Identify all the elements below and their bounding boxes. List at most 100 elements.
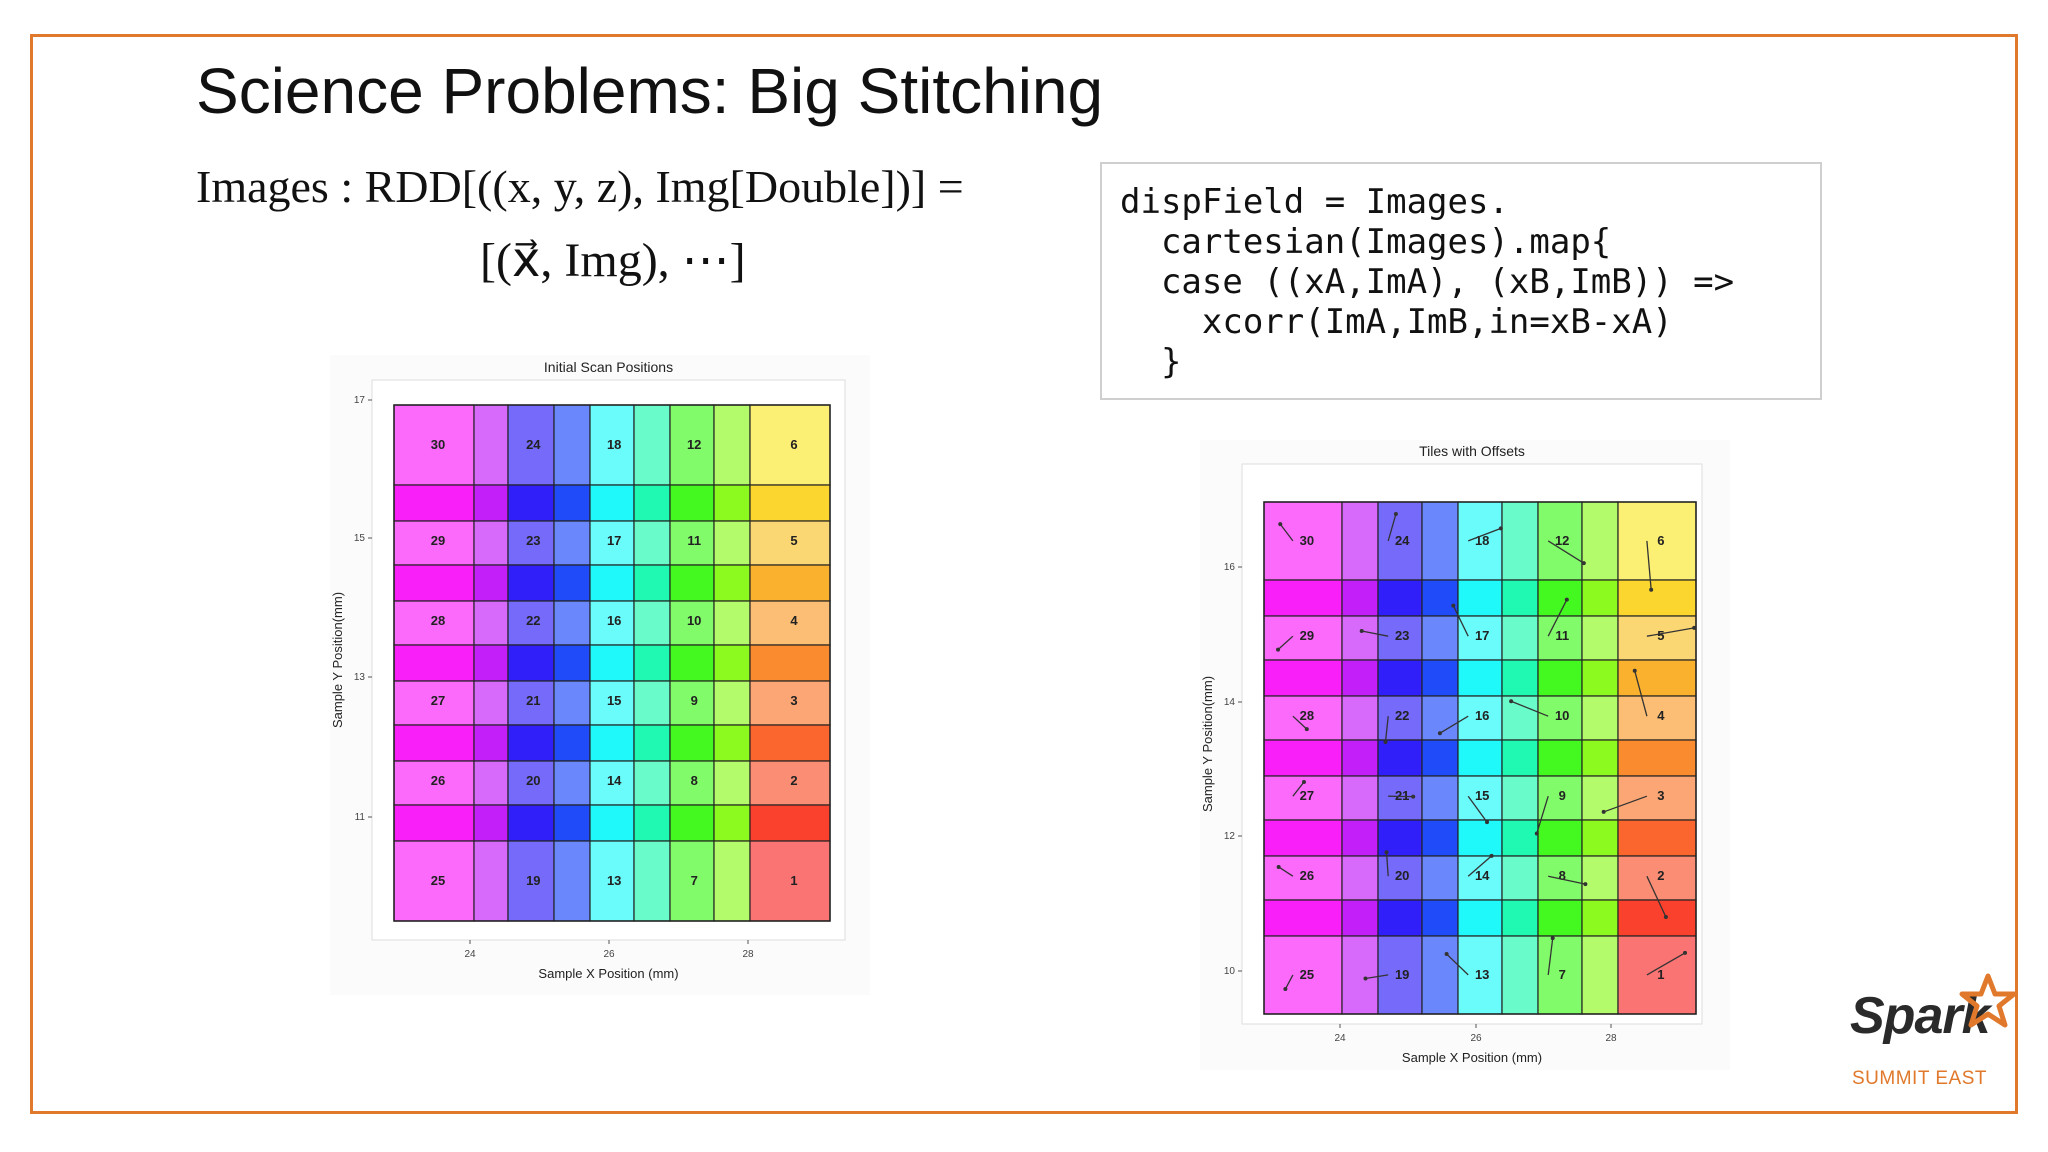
tile-cell — [1341, 501, 1379, 581]
tile-label: 15 — [607, 693, 621, 708]
offset-arrow — [1365, 974, 1389, 980]
tile-cell — [669, 600, 715, 646]
offset-arrow-head — [1534, 831, 1539, 836]
tile-cell — [669, 520, 715, 566]
tile-label: 3 — [1657, 788, 1664, 803]
offset-arrow-head — [1276, 864, 1281, 869]
x-axis-label: Sample X Position (mm) — [1402, 1050, 1542, 1065]
tile-cell — [1501, 659, 1539, 697]
offset-arrow-head — [1411, 794, 1416, 799]
offset-arrow — [1603, 795, 1648, 813]
tile-cell — [1581, 935, 1619, 1015]
tile-cell — [1341, 775, 1379, 821]
tile-cell — [713, 680, 751, 726]
tile-grid-border — [393, 404, 831, 922]
tile-cell — [1457, 935, 1503, 1015]
tile-cell — [553, 840, 591, 922]
tile-cell — [1537, 899, 1583, 937]
tile-cell — [589, 404, 635, 486]
tile-cell — [749, 644, 831, 682]
offset-arrow-head — [1489, 853, 1494, 858]
tile-cell — [1581, 855, 1619, 901]
tile-cell — [1501, 695, 1539, 741]
x-tick-label: 28 — [742, 949, 754, 960]
tile-cell — [749, 564, 831, 602]
tile-cell — [749, 484, 831, 522]
tile-cell — [1617, 659, 1697, 697]
tile-label: 9 — [1559, 788, 1566, 803]
offset-arrow — [1446, 953, 1469, 976]
tile-cell — [507, 644, 555, 682]
tile-cell — [1377, 775, 1423, 821]
offset-arrow-head — [1683, 950, 1688, 955]
summit-east-label: SUMMIT EAST — [1852, 1068, 1987, 1089]
offset-arrow — [1634, 670, 1648, 717]
offset-arrow — [1646, 952, 1686, 976]
tile-cell — [473, 520, 509, 566]
tile-cell — [553, 484, 591, 522]
tile-cell — [713, 520, 751, 566]
tile-label: 18 — [607, 437, 621, 452]
tile-cell — [1537, 579, 1583, 617]
tiles-offsets-chart: Tiles with Offsets Sample X Position (mm)… — [1200, 440, 1730, 1070]
tile-cell — [669, 724, 715, 762]
tile-label: 19 — [1395, 967, 1409, 982]
y-tick-label: 14 — [1224, 697, 1236, 708]
offset-arrow-head — [1304, 727, 1309, 732]
offset-arrow-head — [1550, 936, 1555, 941]
tile-cell — [633, 840, 671, 922]
tile-cell — [393, 484, 475, 522]
offset-arrow — [1536, 796, 1549, 834]
tile-cell — [1617, 855, 1697, 901]
tile-cell — [553, 804, 591, 842]
tile-label: 20 — [526, 773, 540, 788]
offset-arrow-head — [1451, 603, 1456, 608]
offset-arrow-head — [1485, 820, 1490, 825]
tile-cell — [633, 724, 671, 762]
offset-arrow — [1452, 605, 1469, 637]
tile-cell — [1537, 819, 1583, 857]
tile-cell — [1617, 695, 1697, 741]
offset-arrow-head — [1663, 914, 1668, 919]
tile-cell — [473, 600, 509, 646]
x-tick-label: 24 — [464, 949, 476, 960]
offset-arrow-head — [1581, 561, 1586, 566]
x-tick-label: 24 — [1334, 1033, 1346, 1044]
star-icon — [1959, 973, 2017, 1028]
x-axis-label: Sample X Position (mm) — [538, 966, 678, 981]
tile-cell — [669, 484, 715, 522]
tile-cell — [749, 840, 831, 922]
tile-cell — [1457, 659, 1503, 697]
tile-cell — [553, 680, 591, 726]
tile-cell — [1457, 819, 1503, 857]
tile-cell — [473, 724, 509, 762]
tile-cell — [553, 564, 591, 602]
tile-cell — [1377, 659, 1423, 697]
tile-cell — [1537, 739, 1583, 777]
spark-summit-logo: Spark SUMMIT EAST — [1850, 973, 2020, 1096]
tile-cell — [633, 564, 671, 602]
tile-label: 15 — [1475, 788, 1489, 803]
tile-label: 13 — [1475, 967, 1489, 982]
tile-cell — [669, 404, 715, 486]
slide-frame — [30, 34, 2018, 1114]
tile-label: 20 — [1395, 868, 1409, 883]
tile-label: 9 — [691, 693, 698, 708]
tile-cell — [1421, 501, 1459, 581]
y-axis-label: Sample Y Position(mm) — [330, 592, 345, 728]
offset-arrow-head — [1359, 629, 1364, 634]
x-tick-label: 26 — [603, 949, 615, 960]
tile-label: 21 — [1395, 788, 1409, 803]
tile-cell — [553, 760, 591, 806]
tile-cell — [713, 760, 751, 806]
tile-cell — [713, 804, 751, 842]
tile-label: 6 — [1657, 533, 1664, 548]
offset-arrow-head — [1363, 976, 1368, 981]
tile-cell — [713, 404, 751, 486]
offset-arrow-head — [1384, 850, 1389, 855]
tile-cell — [1501, 579, 1539, 617]
tile-cell — [713, 840, 751, 922]
chart-title: Tiles with Offsets — [1419, 443, 1525, 459]
tile-cell — [589, 724, 635, 762]
tile-label: 23 — [526, 533, 540, 548]
